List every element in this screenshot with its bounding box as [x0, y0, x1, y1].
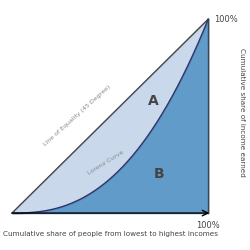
Text: B: B — [154, 167, 164, 181]
Text: A: A — [148, 94, 159, 108]
Text: 100%: 100% — [196, 221, 220, 230]
Text: 100%: 100% — [214, 15, 238, 24]
Text: Line of Equality (45 Degree): Line of Equality (45 Degree) — [42, 85, 111, 148]
Text: Cumulative share of income earned: Cumulative share of income earned — [240, 48, 246, 177]
Text: Cumulative share of people from lowest to highest incomes: Cumulative share of people from lowest t… — [2, 230, 218, 236]
Text: Lorenz Curve: Lorenz Curve — [87, 150, 125, 176]
